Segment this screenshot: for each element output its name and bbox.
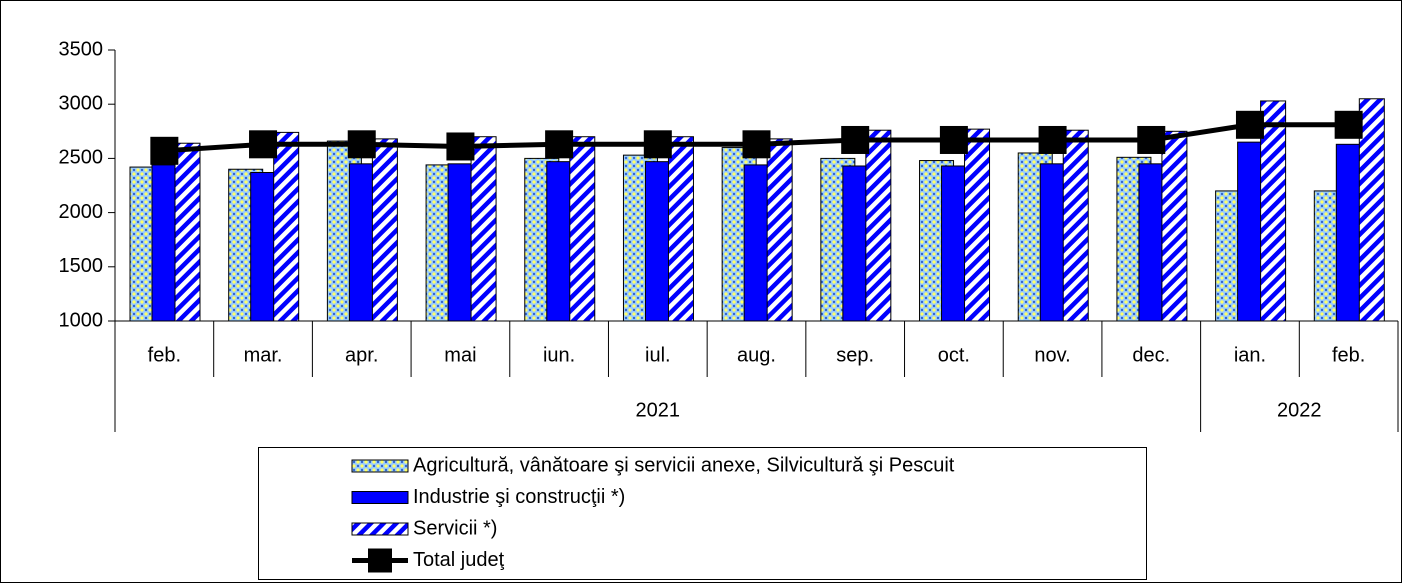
- bar: [964, 128, 991, 322]
- x-tick-label: aug.: [737, 344, 776, 366]
- y-tick-label: 1500: [59, 255, 104, 277]
- bar: [470, 136, 497, 322]
- bar: [371, 138, 398, 322]
- line-marker: [841, 125, 870, 154]
- y-tick-label: 3500: [59, 38, 104, 60]
- line-marker: [1334, 110, 1363, 139]
- bar: [569, 136, 596, 322]
- line-marker: [1137, 125, 1166, 154]
- legend-swatch: [351, 491, 409, 504]
- y-tick-label: 3000: [59, 92, 104, 114]
- bar: [743, 164, 771, 322]
- x-tick-label: dec.: [1132, 344, 1170, 366]
- bar: [1062, 129, 1089, 322]
- bar: [842, 165, 870, 322]
- line-marker: [446, 132, 475, 161]
- x-tick-label: mar.: [244, 344, 283, 366]
- bar: [1358, 98, 1385, 322]
- line-marker: [249, 130, 278, 159]
- bar: [546, 161, 574, 322]
- line-marker: [742, 130, 771, 159]
- line-marker: [1038, 125, 1067, 154]
- legend-label: Total judeţ: [413, 549, 505, 571]
- line-marker: [643, 130, 672, 159]
- x-tick-label: nov.: [1034, 344, 1070, 366]
- bar: [348, 163, 376, 322]
- group-label: 2022: [1277, 399, 1322, 421]
- bar: [667, 136, 694, 322]
- bar: [1161, 130, 1188, 322]
- bar: [1335, 143, 1363, 322]
- bar: [250, 171, 278, 322]
- bar: [766, 138, 793, 322]
- x-tick-label: oct.: [938, 344, 970, 366]
- y-tick-label: 2000: [59, 201, 104, 223]
- x-tick-label: feb.: [1332, 344, 1365, 366]
- x-tick-label: sep.: [836, 344, 874, 366]
- bar: [273, 131, 300, 322]
- bar: [1138, 163, 1166, 322]
- legend-label: Servicii *): [413, 517, 497, 539]
- x-tick-label: ian.: [1234, 344, 1266, 366]
- line-marker: [545, 130, 574, 159]
- line-marker: [1235, 110, 1264, 139]
- legend-label: Agricultură, vânătoare şi servicii anexe…: [413, 454, 955, 476]
- bar: [941, 165, 969, 322]
- group-label: 2021: [636, 399, 681, 421]
- bar: [1260, 100, 1287, 322]
- bar: [151, 164, 179, 322]
- bar: [174, 142, 201, 322]
- y-tick-label: 1000: [59, 309, 104, 331]
- legend-swatch: [351, 522, 409, 536]
- legend-swatch: [351, 459, 409, 473]
- x-tick-label: iun.: [543, 344, 575, 366]
- x-tick-label: mai: [444, 344, 476, 366]
- line-marker: [939, 125, 968, 154]
- x-tick-label: iul.: [645, 344, 671, 366]
- x-tick-label: feb.: [148, 344, 181, 366]
- bar: [865, 129, 892, 322]
- bar: [1039, 163, 1067, 322]
- bar: [447, 163, 475, 322]
- line-marker: [150, 136, 179, 165]
- y-tick-label: 2500: [59, 147, 104, 169]
- x-tick-label: apr.: [345, 344, 378, 366]
- bar: [1237, 141, 1265, 322]
- bar: [644, 161, 672, 322]
- legend-marker: [368, 548, 392, 573]
- legend-label: Industrie şi construcţii *): [413, 486, 625, 508]
- line-marker: [347, 130, 376, 159]
